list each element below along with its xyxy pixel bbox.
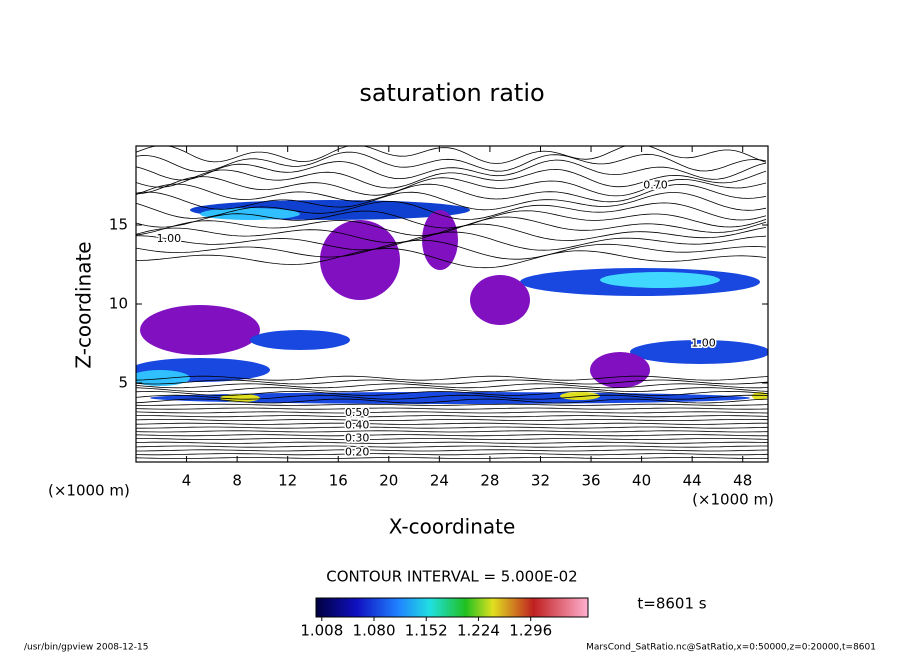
y-tick-label: 15 xyxy=(109,216,128,234)
contour-interval: CONTOUR INTERVAL = 5.000E-02 xyxy=(326,568,577,586)
x-axis-title: X-coordinate xyxy=(389,515,516,539)
colorbar-tick-label: 1.080 xyxy=(353,622,396,640)
colorbar-tick-label: 1.152 xyxy=(405,622,448,640)
contour-line xyxy=(136,191,767,211)
contour-line xyxy=(136,176,767,197)
x-unit-label: (×1000 m) xyxy=(48,482,130,500)
x-unit-label-right: (×1000 m) xyxy=(692,491,774,509)
footer-right: MarsCond_SatRatio.nc@SatRatio,x=0:50000,… xyxy=(586,643,876,653)
contour-line xyxy=(136,445,768,448)
colorbar xyxy=(315,597,589,618)
contour-line xyxy=(136,434,768,437)
chart-title: saturation ratio xyxy=(359,79,544,107)
contour-line xyxy=(136,453,768,456)
x-tick-label: 8 xyxy=(232,472,242,490)
contour-line xyxy=(136,390,768,396)
contour-label: 1.00 xyxy=(157,232,182,245)
contour-line xyxy=(136,449,768,452)
contour-line xyxy=(136,411,768,414)
contour-line xyxy=(136,407,768,410)
colorbar-tick-label: 1.224 xyxy=(457,622,500,640)
x-tick-label: 4 xyxy=(182,472,192,490)
x-tick-label: 24 xyxy=(430,472,449,490)
contour-label: 0.50 xyxy=(345,406,370,419)
contour-label: 0.30 xyxy=(345,431,370,444)
x-tick-label: 12 xyxy=(278,472,297,490)
contour-line xyxy=(136,430,768,433)
x-tick-label: 28 xyxy=(480,472,499,490)
contour-line xyxy=(136,387,768,393)
contour-line xyxy=(136,168,767,189)
contour-line xyxy=(136,383,768,389)
contour-line xyxy=(136,223,767,244)
time-label: t=8601 s xyxy=(637,595,706,613)
y-tick-label: 10 xyxy=(109,295,128,313)
footer-left: /usr/bin/gpview 2008-12-15 xyxy=(24,643,148,653)
x-tick-label: 44 xyxy=(683,472,702,490)
contour-line xyxy=(136,200,767,221)
contour-line xyxy=(136,375,768,381)
x-tick-label: 40 xyxy=(632,472,651,490)
x-tick-label: 48 xyxy=(733,472,752,490)
contour-line xyxy=(136,403,768,406)
contour-line xyxy=(136,248,767,269)
shaded-field xyxy=(136,200,768,404)
contour-line xyxy=(136,183,767,203)
contour-line xyxy=(136,438,768,440)
contour-line xyxy=(136,398,768,404)
contour-line xyxy=(136,426,768,429)
contour-label: 0.20 xyxy=(345,446,370,459)
contour-line xyxy=(136,379,768,385)
x-tick-label: 20 xyxy=(379,472,398,490)
contour-line xyxy=(136,231,767,251)
y-axis-title: Z-coordinate xyxy=(72,241,96,368)
contour-lines xyxy=(136,146,768,459)
contour-label: 0.40 xyxy=(345,419,370,432)
x-tick-label: 32 xyxy=(531,472,550,490)
plot-frame xyxy=(135,145,769,463)
contour-line xyxy=(136,422,768,425)
contour-line xyxy=(136,146,767,164)
x-tick-label: 16 xyxy=(329,472,348,490)
contour-line xyxy=(136,441,768,444)
contour-line xyxy=(136,394,768,400)
contour-line xyxy=(136,239,767,260)
colorbar-tick-label: 1.296 xyxy=(509,622,552,640)
contour-line xyxy=(136,419,768,421)
contour-line xyxy=(136,457,768,459)
x-tick-label: 36 xyxy=(581,472,600,490)
y-tick-label: 5 xyxy=(118,374,128,392)
contour-label: 1.00 xyxy=(691,337,716,350)
contour-line xyxy=(136,415,768,418)
contour-line xyxy=(136,159,767,181)
colorbar-tick-label: 1.008 xyxy=(300,622,343,640)
contour-line xyxy=(136,210,767,229)
contour-label: 0.70 xyxy=(643,179,668,192)
contour-line xyxy=(136,151,767,173)
contour-line xyxy=(136,216,767,236)
